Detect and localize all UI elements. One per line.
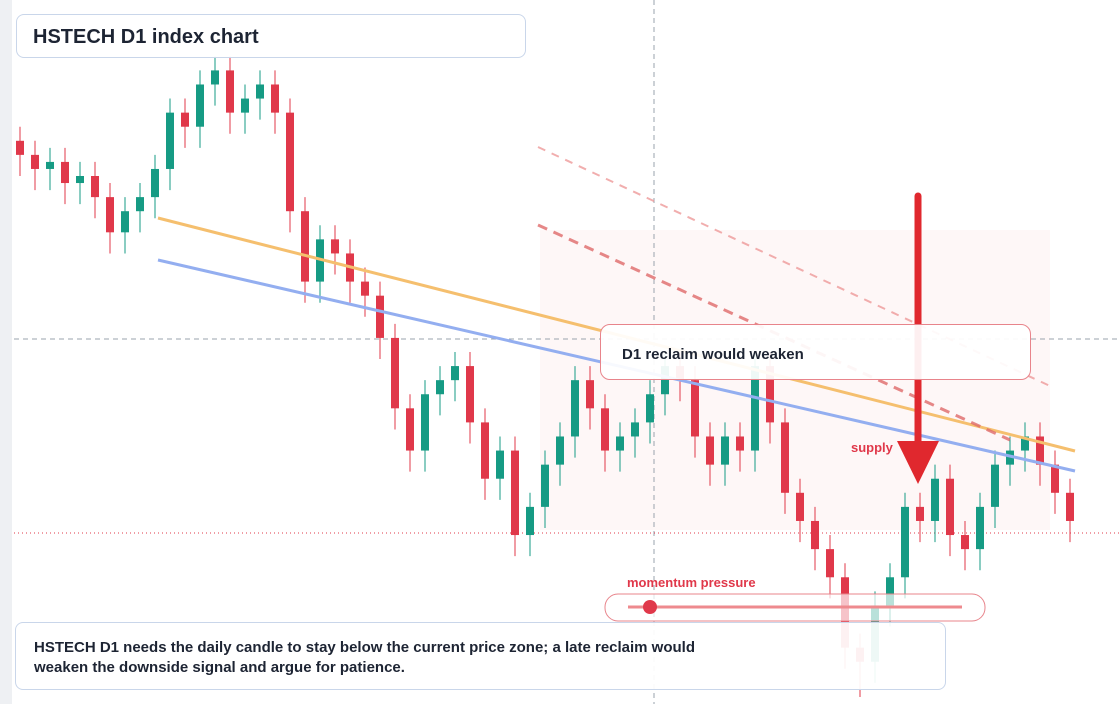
reclaim-label: D1 reclaim would weaken: [622, 346, 804, 363]
candle-body: [616, 436, 624, 451]
candle-body: [496, 450, 504, 479]
left-edge: [0, 0, 12, 704]
candle-body: [1036, 436, 1044, 465]
candle-body: [661, 366, 669, 395]
candle-body: [706, 436, 714, 465]
candle-body: [361, 281, 369, 296]
candle-body: [886, 577, 894, 606]
candle-body: [31, 154, 39, 169]
candle-body: [196, 84, 204, 127]
candle-body: [736, 436, 744, 451]
candle-body: [271, 84, 279, 113]
candle-body: [1021, 436, 1029, 451]
supply-label: supply: [851, 440, 893, 455]
candle-body: [601, 408, 609, 451]
candle-body: [511, 450, 519, 536]
candle-body: [106, 197, 114, 233]
candle-body: [766, 366, 774, 423]
candle-body: [526, 506, 534, 536]
note: HSTECH D1 needs the daily candle to stay…: [34, 639, 696, 676]
candle-body: [541, 464, 549, 507]
note-box: HSTECH D1 needs the daily candle to stay…: [15, 622, 946, 690]
candle-body: [571, 380, 579, 437]
candle-body: [136, 197, 144, 212]
candle-body: [241, 98, 249, 113]
candle-body: [211, 70, 219, 85]
candle-body: [46, 161, 54, 169]
candle-body: [406, 408, 414, 451]
candle-body: [151, 168, 159, 198]
momentum-label: momentum pressure: [627, 575, 756, 590]
candle-body: [826, 549, 834, 578]
title: HSTECH D1 index chart: [33, 26, 259, 48]
candle-body: [991, 464, 999, 507]
candle-body: [391, 337, 399, 409]
candle-body: [1066, 492, 1074, 521]
candle-body: [376, 295, 384, 338]
candle-body: [901, 506, 909, 578]
candle-body: [646, 394, 654, 423]
candle-body: [256, 84, 264, 99]
candle-body: [76, 176, 84, 184]
candle-body: [556, 436, 564, 465]
candle-body: [166, 112, 174, 169]
candle-body: [916, 506, 924, 521]
candle-body: [16, 140, 24, 155]
candle-body: [796, 492, 804, 521]
candle-body: [121, 211, 129, 233]
candle-body: [1051, 464, 1059, 493]
candle-body: [226, 70, 234, 113]
candle-body: [181, 112, 189, 127]
title-box: HSTECH D1 index chart: [16, 14, 526, 58]
candle-body: [61, 161, 69, 184]
candle-body: [976, 506, 984, 550]
candle-body: [781, 422, 789, 493]
candle-body: [721, 436, 729, 465]
candle-body: [691, 380, 699, 437]
candle-body: [946, 478, 954, 536]
candle-body: [91, 176, 99, 198]
candle-body: [451, 366, 459, 381]
reclaim-box: D1 reclaim would weaken: [600, 324, 1031, 380]
candle-body: [811, 520, 819, 550]
candle-body: [466, 366, 474, 423]
candle-body: [421, 394, 429, 451]
candle-body: [1006, 450, 1014, 465]
candle-body: [331, 239, 339, 254]
candle-body: [631, 422, 639, 437]
candle-body: [586, 380, 594, 409]
arrow-head: [897, 441, 939, 484]
candle-body: [751, 366, 759, 451]
candle-body: [286, 112, 294, 212]
candle-body: [301, 211, 309, 282]
candle-body: [481, 422, 489, 479]
candle-body: [931, 478, 939, 521]
candle-body: [961, 535, 969, 550]
momentum-dot: [643, 600, 657, 614]
candle-body: [436, 380, 444, 395]
